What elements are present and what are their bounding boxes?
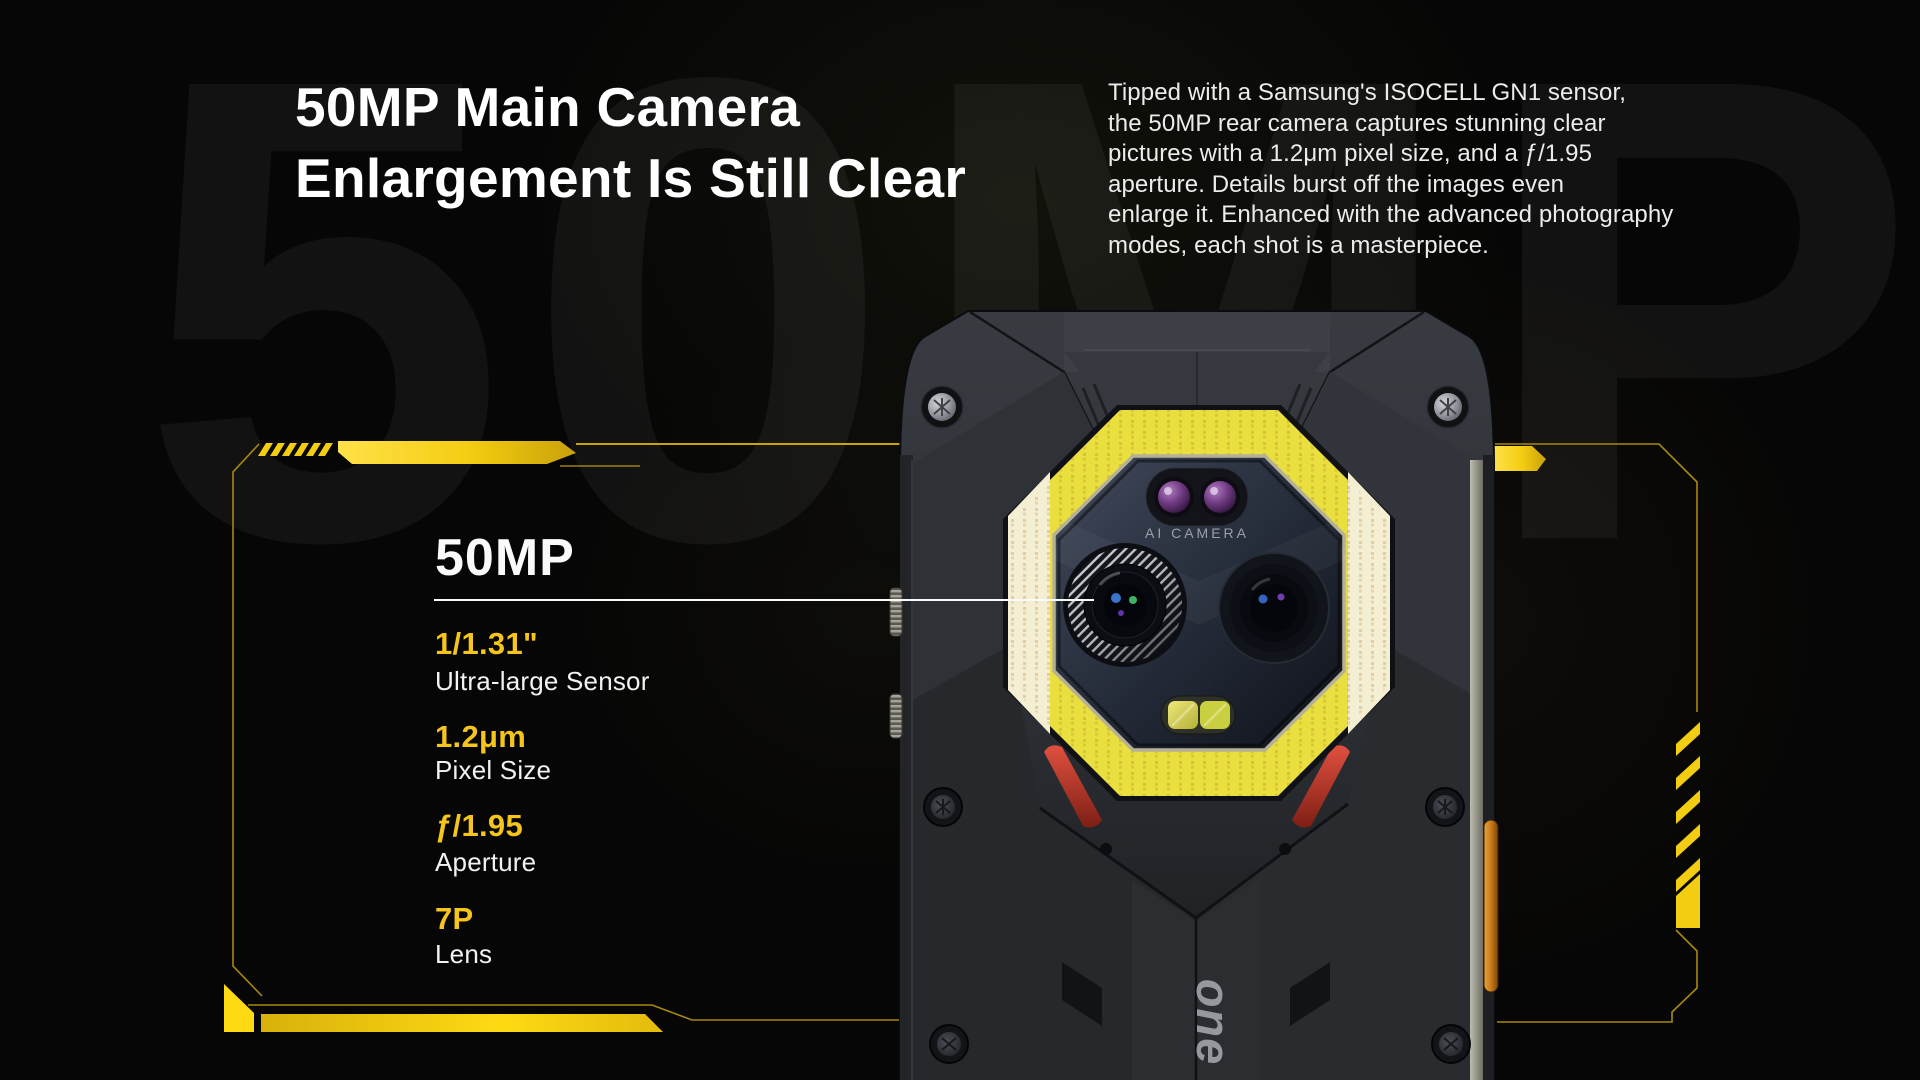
spec-value-lens: 7P [435,901,474,936]
spec-label-aperture: Aperture [435,847,537,877]
red-accent-right [1292,745,1350,828]
panel-top-bar [338,441,576,464]
mic-hole-right [1279,843,1291,855]
sensor-lens-left [1154,477,1194,517]
screw-mid-left [923,787,963,827]
panel-bottom-bar [261,1014,663,1032]
brand-logo: one [1187,979,1240,1066]
panel-outline-left [232,443,263,997]
right-rail-dark [1483,455,1494,1080]
facet-bottom-left [902,645,1196,1080]
custom-key-orange [1483,819,1499,993]
frame-right-bottom [1497,929,1698,1023]
screw-top-left [920,385,964,429]
desc-line: pictures with a 1.2μm pixel size, and a … [1108,140,1593,168]
desc-line: modes, each shot is a masterpiece. [1108,231,1489,259]
panel-corner-triangle [224,984,254,1032]
power-button [889,693,903,739]
spec-label-sensor: Ultra-large Sensor [435,666,650,696]
hazard-stripes-top [258,443,333,456]
desc-line: enlarge it. Enhanced with the advanced p… [1108,201,1674,229]
accent-slashes-left [1081,383,1111,425]
spec-label-pixel: Pixel Size [435,755,552,785]
desc-line: the 50MP rear camera captures stunning c… [1108,109,1606,137]
spec-value-sensor: 1/1.31" [435,626,538,661]
screw-mid-right [1425,787,1465,827]
frame-right-top [1495,443,1698,712]
screw-bottom-right [1431,1024,1471,1064]
camera-plate-shadow [1057,459,1341,747]
title-line-1: 50MP Main Camera [295,76,801,138]
spec-value-aperture: ƒ/1.95 [435,808,523,843]
camera-plate [1052,454,1346,752]
mic-hole-left [1100,843,1112,855]
facet-bottom-right [1196,645,1492,1080]
title-line-2: Enlargement Is Still Clear [295,147,967,209]
bottom-notch-right [1290,962,1330,1026]
frame-right-bar [1493,446,1546,471]
screw-bottom-left [929,1024,969,1064]
screw-top-right [1426,385,1470,429]
page-title: 50MP Main Camera Enlargement Is Still Cl… [295,72,966,214]
spec-headline: 50MP [435,529,575,587]
desc-line: aperture. Details burst off the images e… [1108,170,1565,198]
ai-camera-label: AI CAMERA [1145,525,1249,541]
desc-line: Tipped with a Samsung's ISOCELL GN1 sens… [1108,79,1627,106]
callout-line [434,599,1094,601]
sensor-lens-right [1200,477,1240,517]
main-lens [1063,543,1187,667]
description: Tipped with a Samsung's ISOCELL GN1 sens… [1108,78,1673,262]
secondary-lens [1218,552,1330,664]
spec-value-pixel: 1.2μm [435,719,527,754]
spec-label-lens: Lens [435,939,493,969]
panel-bottom-line [248,1004,1095,1021]
flash-module [1160,695,1236,735]
red-accent-left [1044,745,1102,828]
volume-button [889,587,903,637]
hazard-stripes-right [1676,722,1700,928]
bottom-notch-left [1062,962,1102,1026]
left-rail [900,455,913,1080]
right-rail [1470,460,1483,1080]
